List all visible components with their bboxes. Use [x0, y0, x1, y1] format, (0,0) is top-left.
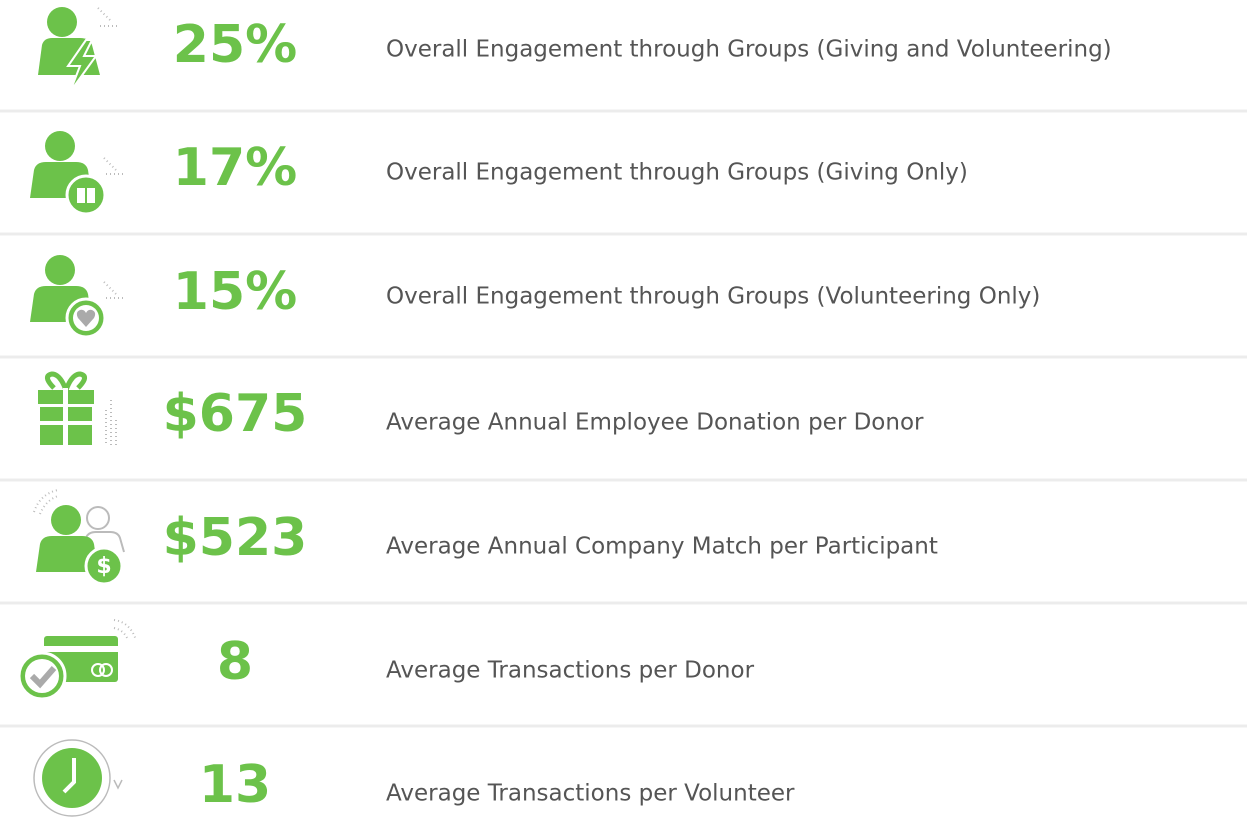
icon-giving [30, 131, 126, 216]
stat-label: Average Transactions per Volunteer [386, 781, 795, 807]
stat-label: Average Annual Company Match per Partici… [386, 534, 938, 560]
stat-value: 17% [173, 138, 297, 198]
icon-match: $ [33, 489, 125, 586]
stat-value: $675 [163, 384, 308, 444]
separators [0, 109, 1247, 728]
icon-clock [33, 739, 123, 817]
stat-label: Overall Engagement through Groups (Volun… [386, 284, 1040, 310]
stat-value: 15% [173, 262, 297, 322]
stat-value: $523 [163, 508, 308, 568]
stat-label: Overall Engagement through Groups (Givin… [386, 160, 968, 186]
stat-value: 8 [217, 632, 253, 692]
stat-label: Average Transactions per Donor [386, 658, 755, 684]
icon-card [17, 619, 137, 701]
icon-volunteering [30, 255, 126, 339]
rows: 25% Overall Engagement through Groups (Gi… [163, 15, 1112, 815]
svg-text:$: $ [96, 554, 111, 579]
stat-value: 13 [199, 755, 271, 815]
icon-engagement [38, 7, 118, 93]
stat-value: 25% [173, 15, 297, 75]
stat-label: Average Annual Employee Donation per Don… [386, 410, 924, 436]
stat-label: Overall Engagement through Groups (Givin… [386, 37, 1112, 63]
icon-gift [38, 371, 117, 446]
